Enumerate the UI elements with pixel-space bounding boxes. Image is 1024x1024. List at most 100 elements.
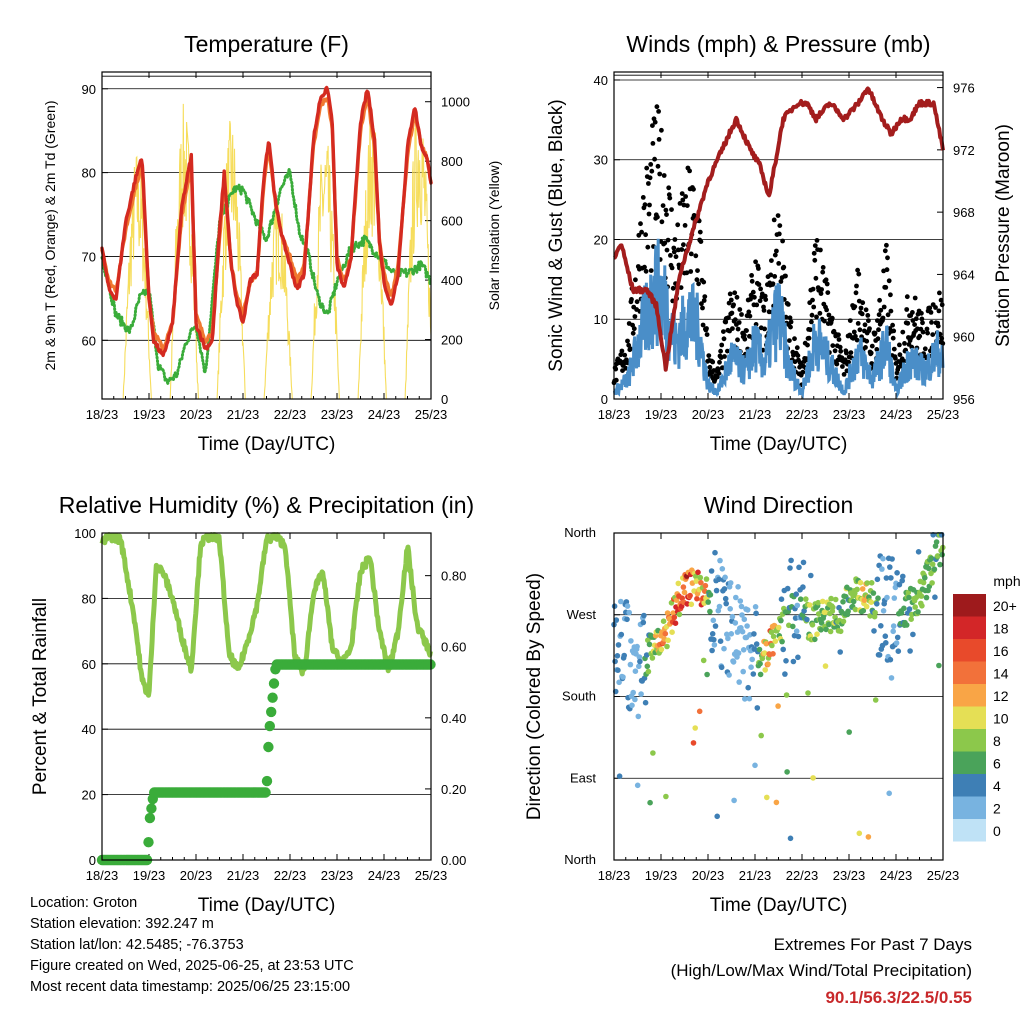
- plot-border: [101, 71, 432, 400]
- gust-point: [648, 162, 654, 167]
- gust-point: [794, 345, 800, 351]
- footer-elevation: Station elevation: 392.247 m: [30, 916, 214, 932]
- direction-point: [818, 620, 825, 626]
- colorbar-label: 12: [993, 688, 1009, 704]
- gust-point: [642, 202, 648, 208]
- chart-title: Winds (mph) & Pressure (mb): [626, 31, 930, 57]
- direction-point: [676, 611, 683, 618]
- direction-point: [846, 729, 852, 735]
- y-tick-label: 20: [82, 788, 96, 803]
- rainfall-point: [260, 787, 271, 798]
- direction-point: [714, 813, 720, 820]
- rainfall-point: [267, 692, 278, 703]
- gust-point: [774, 248, 779, 254]
- direction-point: [790, 658, 797, 665]
- direction-point: [756, 646, 763, 653]
- gust-point: [654, 104, 660, 110]
- gust-point: [683, 194, 688, 199]
- gust-point: [864, 338, 870, 344]
- gust-point: [622, 352, 628, 358]
- gust-point: [844, 350, 849, 356]
- gust-point: [643, 268, 649, 274]
- gust-point: [890, 335, 896, 341]
- direction-point: [872, 697, 879, 703]
- gust-point: [807, 327, 813, 333]
- gust-point: [700, 305, 705, 311]
- gust-point: [841, 372, 847, 377]
- gust-point: [824, 307, 829, 313]
- gust-point: [772, 274, 778, 279]
- direction-point: [641, 612, 647, 619]
- gust-point: [814, 314, 819, 320]
- gust-point: [836, 337, 842, 342]
- direction-point: [810, 775, 816, 781]
- direction-point: [806, 602, 813, 608]
- colorbar-label: 4: [993, 778, 1001, 794]
- direction-point: [920, 579, 927, 586]
- gust-point: [910, 310, 915, 315]
- gust-point: [886, 278, 892, 284]
- direction-point: [837, 649, 843, 655]
- direction-point: [719, 566, 726, 572]
- direction-point: [712, 623, 719, 629]
- direction-point: [716, 603, 723, 610]
- direction-point: [795, 633, 802, 640]
- direction-point: [894, 634, 901, 641]
- direction-point: [711, 636, 717, 643]
- y-tick-label: East: [570, 770, 596, 785]
- gust-point: [652, 119, 658, 125]
- gust-point: [933, 305, 938, 310]
- gust-point: [817, 310, 823, 316]
- gust-point: [881, 304, 887, 310]
- gust-point: [846, 359, 851, 365]
- gust-point: [731, 302, 736, 308]
- direction-point: [840, 618, 847, 625]
- gust-point: [826, 312, 832, 318]
- gust-point: [917, 333, 923, 339]
- direction-point: [890, 623, 897, 629]
- direction-point: [826, 621, 832, 628]
- direction-point: [794, 602, 801, 609]
- direction-point: [939, 551, 945, 558]
- gust-point: [722, 354, 727, 359]
- direction-point: [669, 629, 675, 635]
- direction-point: [919, 603, 925, 609]
- direction-point: [925, 565, 932, 572]
- direction-point: [687, 592, 693, 599]
- y-right-tick-label: 0.40: [441, 711, 466, 726]
- gust-point: [655, 163, 661, 169]
- direction-point: [874, 576, 881, 583]
- direction-point: [874, 601, 880, 607]
- direction-point: [733, 594, 739, 601]
- direction-point: [664, 643, 670, 650]
- direction-point: [883, 640, 889, 646]
- direction-point: [708, 568, 715, 574]
- gust-point: [630, 330, 636, 336]
- gust-point: [936, 308, 942, 314]
- direction-point: [628, 638, 634, 644]
- gust-point: [746, 309, 752, 315]
- y-right-tick-label: 0.00: [441, 853, 466, 868]
- series-line-2m-t: [100, 85, 433, 358]
- direction-point: [746, 695, 753, 702]
- direction-point: [894, 570, 900, 576]
- direction-point: [721, 645, 727, 652]
- direction-point: [870, 590, 877, 596]
- direction-point: [698, 579, 704, 586]
- gust-point: [661, 173, 667, 178]
- rainfall-point: [261, 775, 273, 787]
- gust-point: [762, 326, 767, 332]
- gust-point: [776, 231, 782, 237]
- gust-point: [848, 350, 854, 355]
- direction-point: [795, 654, 801, 661]
- gust-point: [666, 185, 672, 191]
- gust-point: [749, 278, 755, 284]
- y-right-tick-label: 200: [441, 333, 463, 348]
- direction-point: [801, 608, 807, 614]
- direction-point: [702, 582, 709, 589]
- gust-point: [919, 310, 924, 316]
- gust-point: [811, 250, 817, 256]
- direction-point: [643, 652, 650, 658]
- direction-point: [868, 599, 874, 605]
- direction-point: [912, 604, 918, 610]
